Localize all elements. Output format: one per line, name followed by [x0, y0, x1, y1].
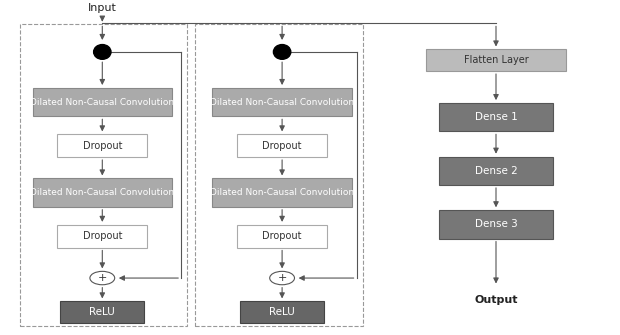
- Bar: [212, 178, 352, 207]
- Bar: [58, 134, 148, 157]
- Text: Dropout: Dropout: [262, 141, 302, 151]
- Text: Input: Input: [88, 3, 117, 13]
- Bar: [427, 49, 565, 71]
- Text: +: +: [277, 273, 287, 283]
- Bar: [33, 178, 172, 207]
- Text: Dense 2: Dense 2: [475, 166, 517, 176]
- Text: ReLU: ReLU: [269, 307, 295, 317]
- Ellipse shape: [94, 45, 111, 59]
- Circle shape: [90, 271, 115, 285]
- Text: Output: Output: [474, 295, 518, 305]
- Text: ReLU: ReLU: [89, 307, 115, 317]
- Bar: [439, 157, 554, 185]
- Bar: [237, 225, 327, 248]
- Text: Dilated Non-Causal Convolution: Dilated Non-Causal Convolution: [210, 98, 354, 107]
- Bar: [439, 210, 554, 239]
- Bar: [241, 302, 324, 323]
- Bar: [58, 225, 148, 248]
- Circle shape: [270, 271, 294, 285]
- Text: Dilated Non-Causal Convolution: Dilated Non-Causal Convolution: [30, 98, 174, 107]
- Text: +: +: [97, 273, 107, 283]
- Bar: [33, 88, 172, 117]
- Text: Dense 3: Dense 3: [475, 219, 517, 229]
- Bar: [61, 302, 144, 323]
- Bar: [20, 24, 187, 326]
- Ellipse shape: [273, 45, 291, 59]
- Bar: [195, 24, 363, 326]
- Text: Dropout: Dropout: [262, 231, 302, 241]
- Bar: [212, 88, 352, 117]
- Text: Flatten Layer: Flatten Layer: [464, 55, 528, 65]
- Text: Dilated Non-Causal Convolution: Dilated Non-Causal Convolution: [30, 188, 174, 197]
- Text: Dense 1: Dense 1: [475, 112, 517, 122]
- Bar: [439, 103, 554, 131]
- Bar: [237, 134, 327, 157]
- Text: Dilated Non-Causal Convolution: Dilated Non-Causal Convolution: [210, 188, 354, 197]
- Text: Dropout: Dropout: [82, 231, 122, 241]
- Text: Dropout: Dropout: [82, 141, 122, 151]
